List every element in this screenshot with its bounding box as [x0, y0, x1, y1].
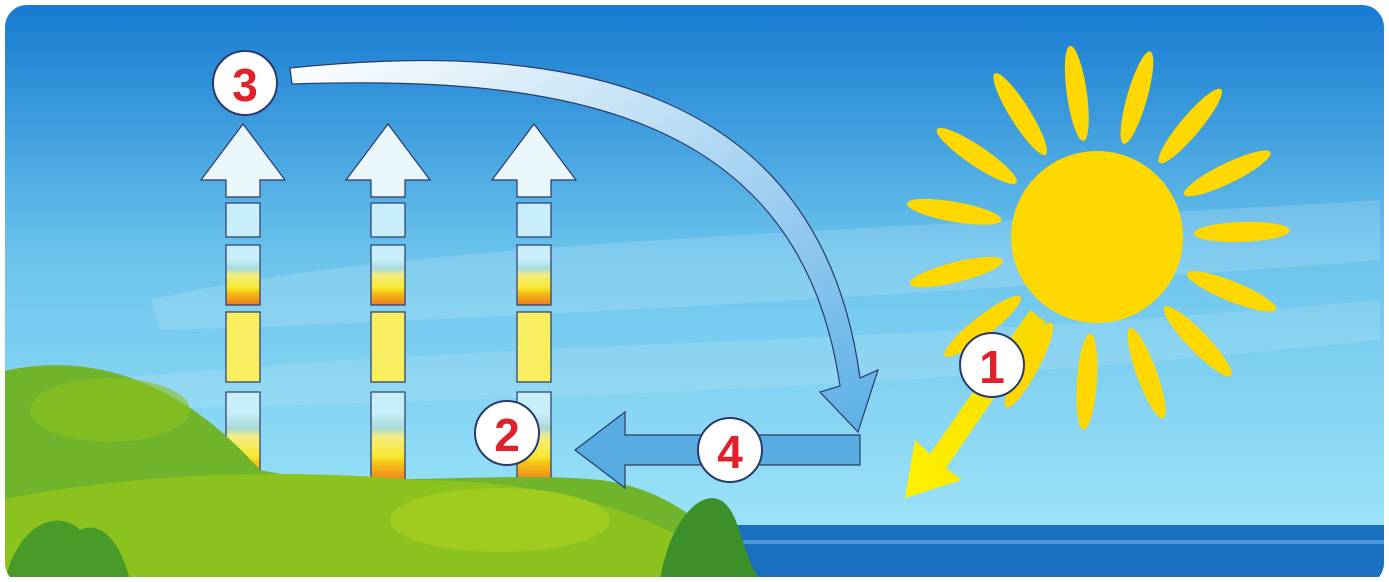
sea — [700, 525, 1389, 577]
step-number: 2 — [494, 409, 520, 461]
step-number: 3 — [232, 59, 258, 111]
scene: 1 2 3 4 — [0, 0, 1389, 577]
step-number: 4 — [717, 426, 743, 478]
step-marker: 1 — [960, 333, 1024, 397]
step-marker: 3 — [213, 51, 277, 115]
step-number: 1 — [979, 341, 1005, 393]
page: 1 2 3 4 (() => { const data = JSON.parse… — [0, 0, 1389, 577]
step-marker: 2 — [475, 401, 539, 465]
hill-highlight — [390, 488, 610, 552]
sea-wave — [700, 540, 1389, 544]
hill-highlight — [30, 378, 190, 442]
water-cycle-diagram: 1 2 3 4 — [0, 0, 1389, 577]
step-marker: 4 — [698, 418, 762, 482]
